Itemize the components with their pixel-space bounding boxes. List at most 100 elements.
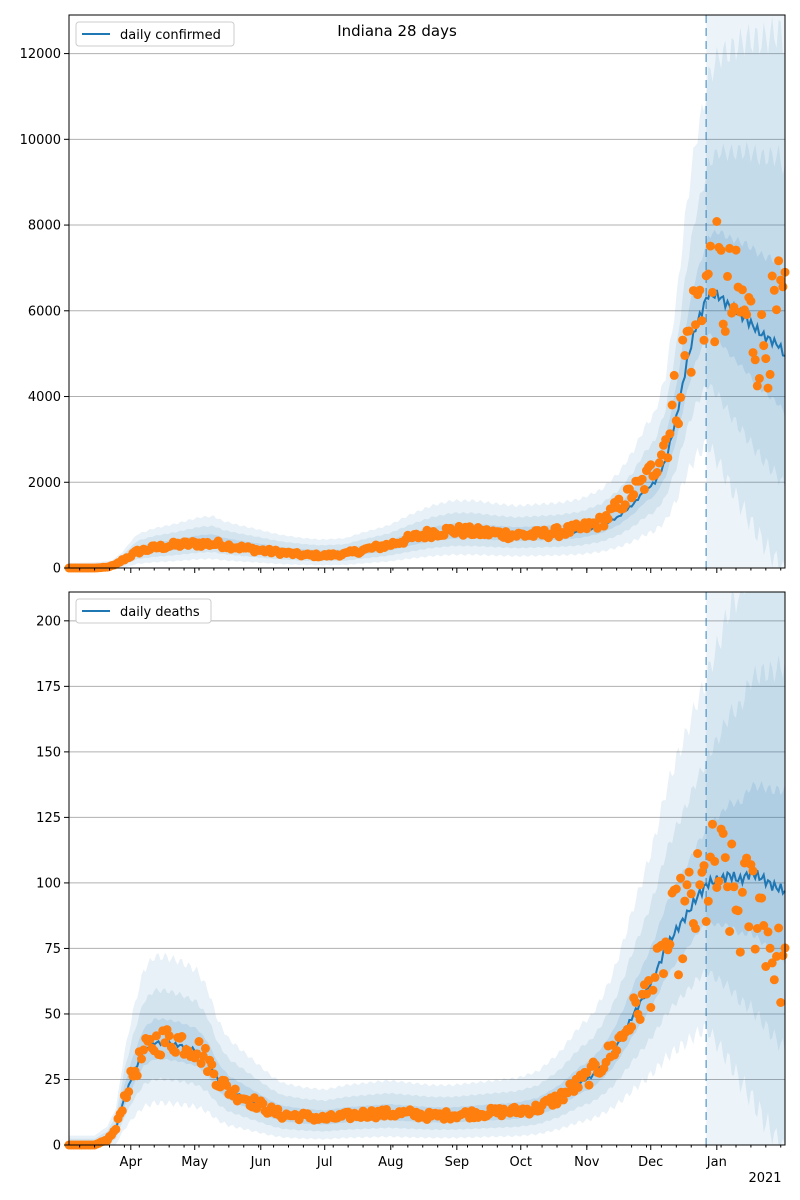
x-tick-label-may: May: [181, 1155, 208, 1170]
confirmed-point: [720, 326, 730, 336]
confirmed-point: [697, 316, 707, 326]
confirmed-point: [772, 305, 781, 315]
confirmed-point: [663, 453, 673, 463]
confirmed-band-3: [69, 229, 785, 568]
confirmed-point: [667, 400, 677, 410]
deaths-point: [230, 1084, 240, 1094]
confirmed-point: [754, 374, 764, 383]
confirmed-point: [757, 310, 767, 320]
deaths-point: [718, 828, 728, 838]
deaths-point: [659, 969, 668, 979]
x-tick-label-apr: Apr: [120, 1155, 143, 1170]
deaths-point: [665, 939, 675, 949]
deaths-point: [612, 1046, 622, 1056]
deaths-point: [139, 1045, 149, 1055]
deaths-point: [584, 1080, 594, 1090]
deaths-band-2: [69, 655, 785, 1145]
deaths-point: [646, 1003, 656, 1012]
deaths-point: [671, 884, 681, 894]
deaths-point: [196, 1058, 206, 1068]
confirmed-point: [774, 256, 784, 266]
deaths-y-tick-label: 125: [36, 811, 61, 826]
deaths-point: [258, 1099, 268, 1108]
confirmed-point: [723, 271, 732, 281]
x-tick-label-dec: Dec: [638, 1155, 663, 1170]
deaths-legend: daily deaths: [75, 598, 212, 624]
confirmed-point: [629, 490, 639, 500]
confirmed-point: [680, 351, 690, 360]
deaths-point: [778, 951, 788, 961]
deaths-point: [742, 853, 752, 863]
deaths-point: [759, 921, 769, 930]
confirmed-point: [637, 474, 647, 484]
x-tick-label-oct: Oct: [510, 1155, 532, 1170]
confirmed-point: [742, 310, 752, 320]
x-tick-label-jun: Jun: [250, 1155, 271, 1170]
confirmed-point: [684, 326, 694, 336]
confirmed-point: [716, 245, 726, 255]
deaths-point: [774, 923, 784, 933]
deaths-point: [558, 1095, 568, 1105]
deaths-point: [194, 1037, 204, 1046]
confirmed-point: [752, 381, 762, 391]
deaths-point: [200, 1043, 210, 1053]
deaths-band-1: [69, 592, 785, 1145]
confirmed-point: [718, 319, 728, 329]
confirmed-observed-points: [64, 217, 790, 573]
deaths-y-tick-label: 0: [53, 1139, 61, 1154]
confirmed-y-axis: 0 2000 4000 6000 8000 10000 12000: [20, 47, 69, 577]
deaths-point: [160, 1038, 170, 1048]
deaths-y-tick-label: 200: [36, 614, 61, 629]
confirmed-point: [765, 369, 775, 379]
deaths-point: [137, 1054, 146, 1064]
deaths-point: [748, 866, 758, 876]
deaths-point: [733, 906, 743, 916]
confirmed-point: [712, 217, 722, 226]
confirmed-point: [603, 514, 613, 524]
confirmed-point: [439, 530, 449, 540]
confirmed-y-tick-label: 6000: [28, 304, 61, 319]
confirmed-x-ticks: [79, 568, 782, 573]
confirmed-point: [769, 285, 779, 295]
confirmed-point: [737, 285, 747, 295]
deaths-legend-label: daily deaths: [120, 605, 200, 620]
deaths-point: [676, 873, 686, 883]
deaths-point: [177, 1032, 187, 1041]
confirmed-point: [639, 485, 649, 494]
confirmed-plot-area: [69, 15, 785, 568]
deaths-point: [708, 819, 717, 829]
deaths-point: [701, 917, 711, 926]
deaths-point: [769, 975, 779, 985]
deaths-point: [124, 1087, 134, 1097]
confirmed-point: [763, 383, 773, 393]
confirmed-legend: daily confirmed: [75, 21, 235, 47]
confirmed-y-tick-label: 12000: [20, 47, 61, 62]
confirmed-point: [695, 285, 705, 295]
deaths-point: [710, 856, 720, 866]
deaths-point: [627, 1022, 637, 1032]
deaths-point: [674, 970, 683, 980]
confirmed-point: [652, 468, 662, 477]
deaths-point: [703, 896, 713, 906]
confirmed-point: [759, 341, 769, 351]
x-year-label: 2021: [748, 1171, 781, 1186]
confirmed-legend-label: daily confirmed: [120, 28, 221, 43]
confirmed-band-2: [69, 141, 785, 568]
confirmed-y-tick-label: 2000: [28, 476, 61, 491]
deaths-point: [735, 947, 745, 957]
confirmed-panel: 0 2000 4000 6000 8000 10000 12000 Indiana 28 d…: [20, 14, 790, 577]
x-tick-label-nov: Nov: [574, 1155, 600, 1170]
confirmed-point: [708, 287, 717, 297]
deaths-point: [648, 985, 658, 995]
confirmed-point: [614, 494, 624, 504]
confirmed-point: [678, 335, 688, 345]
deaths-y-axis: 0 25 50 75 100 125 150 175 200: [36, 614, 69, 1154]
deaths-point: [132, 1071, 142, 1081]
confirmed-point: [748, 348, 758, 358]
confirmed-point: [778, 282, 788, 292]
deaths-point: [720, 853, 730, 863]
deaths-point: [156, 1050, 166, 1060]
deaths-point: [117, 1106, 127, 1116]
confirmed-point: [676, 392, 686, 402]
deaths-point: [693, 849, 703, 858]
